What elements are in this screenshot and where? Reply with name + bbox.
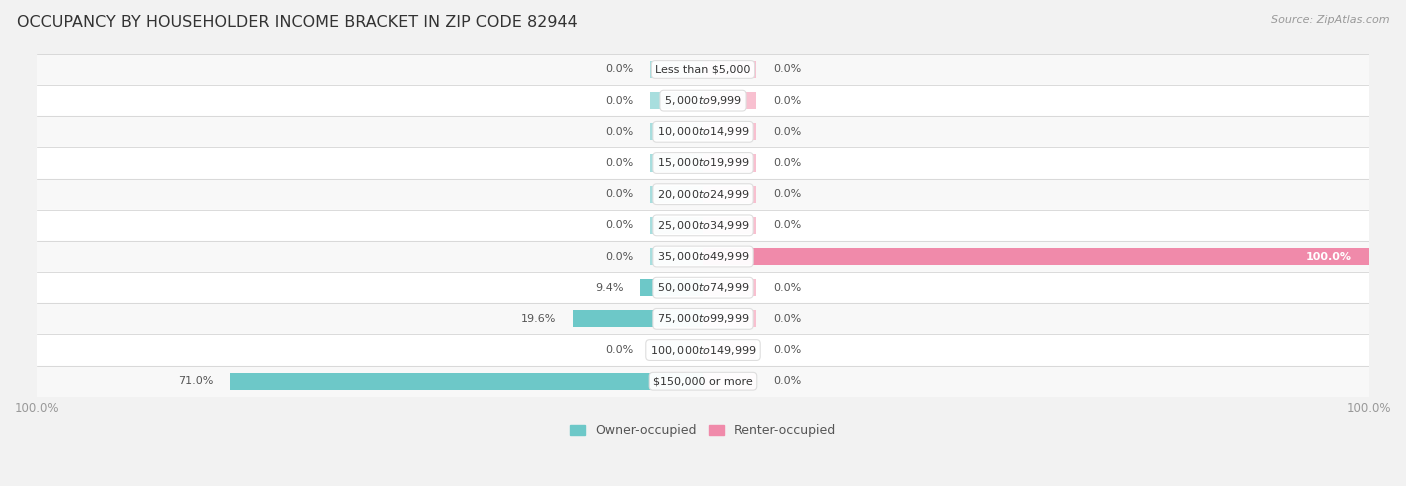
Bar [4, 272, 1402, 303]
Text: 0.0%: 0.0% [605, 127, 633, 137]
Text: 0.0%: 0.0% [773, 345, 801, 355]
Text: $35,000 to $49,999: $35,000 to $49,999 [657, 250, 749, 263]
Text: 19.6%: 19.6% [520, 314, 555, 324]
Bar [4, 334, 1402, 365]
Text: 0.0%: 0.0% [773, 127, 801, 137]
Bar [703, 310, 756, 328]
Text: 100.0%: 100.0% [1306, 252, 1353, 261]
Text: 0.0%: 0.0% [605, 65, 633, 74]
Text: $25,000 to $34,999: $25,000 to $34,999 [657, 219, 749, 232]
Bar [640, 279, 703, 296]
Bar [4, 241, 1402, 272]
Bar [703, 217, 756, 234]
Bar [650, 61, 703, 78]
Text: 0.0%: 0.0% [773, 376, 801, 386]
Bar [703, 248, 756, 265]
Bar [650, 373, 703, 390]
Text: Less than $5,000: Less than $5,000 [655, 65, 751, 74]
Bar [703, 123, 756, 140]
Text: 0.0%: 0.0% [773, 314, 801, 324]
Text: $10,000 to $14,999: $10,000 to $14,999 [657, 125, 749, 139]
Bar [650, 123, 703, 140]
Bar [703, 186, 756, 203]
Bar [703, 155, 756, 172]
Bar [650, 342, 703, 359]
Text: 0.0%: 0.0% [605, 252, 633, 261]
Legend: Owner-occupied, Renter-occupied: Owner-occupied, Renter-occupied [565, 419, 841, 442]
Bar [650, 310, 703, 328]
Bar [4, 365, 1402, 397]
Bar [703, 373, 756, 390]
Text: $50,000 to $74,999: $50,000 to $74,999 [657, 281, 749, 294]
Bar [4, 147, 1402, 178]
Bar [4, 210, 1402, 241]
Bar [4, 178, 1402, 210]
Bar [703, 248, 1369, 265]
Bar [703, 279, 756, 296]
Bar [703, 61, 756, 78]
Bar [650, 155, 703, 172]
Text: 0.0%: 0.0% [773, 189, 801, 199]
Text: 0.0%: 0.0% [773, 220, 801, 230]
Text: $5,000 to $9,999: $5,000 to $9,999 [664, 94, 742, 107]
Bar [650, 279, 703, 296]
Bar [4, 116, 1402, 147]
Bar [650, 92, 703, 109]
Text: $75,000 to $99,999: $75,000 to $99,999 [657, 312, 749, 325]
Bar [231, 373, 703, 390]
Text: $15,000 to $19,999: $15,000 to $19,999 [657, 156, 749, 170]
Text: $20,000 to $24,999: $20,000 to $24,999 [657, 188, 749, 201]
Bar [703, 92, 756, 109]
Text: 0.0%: 0.0% [605, 189, 633, 199]
Text: Source: ZipAtlas.com: Source: ZipAtlas.com [1271, 15, 1389, 25]
Bar [650, 248, 703, 265]
Text: 0.0%: 0.0% [773, 65, 801, 74]
Text: $100,000 to $149,999: $100,000 to $149,999 [650, 344, 756, 357]
Text: OCCUPANCY BY HOUSEHOLDER INCOME BRACKET IN ZIP CODE 82944: OCCUPANCY BY HOUSEHOLDER INCOME BRACKET … [17, 15, 578, 30]
Bar [703, 342, 756, 359]
Bar [4, 303, 1402, 334]
Bar [4, 54, 1402, 85]
Text: $150,000 or more: $150,000 or more [654, 376, 752, 386]
Bar [4, 85, 1402, 116]
Text: 0.0%: 0.0% [605, 345, 633, 355]
Text: 0.0%: 0.0% [605, 158, 633, 168]
Text: 9.4%: 9.4% [595, 283, 624, 293]
Text: 0.0%: 0.0% [773, 96, 801, 105]
Text: 0.0%: 0.0% [605, 220, 633, 230]
Bar [572, 310, 703, 328]
Bar [650, 186, 703, 203]
Bar [650, 217, 703, 234]
Text: 0.0%: 0.0% [773, 283, 801, 293]
Text: 0.0%: 0.0% [605, 96, 633, 105]
Text: 0.0%: 0.0% [773, 158, 801, 168]
Text: 71.0%: 71.0% [179, 376, 214, 386]
